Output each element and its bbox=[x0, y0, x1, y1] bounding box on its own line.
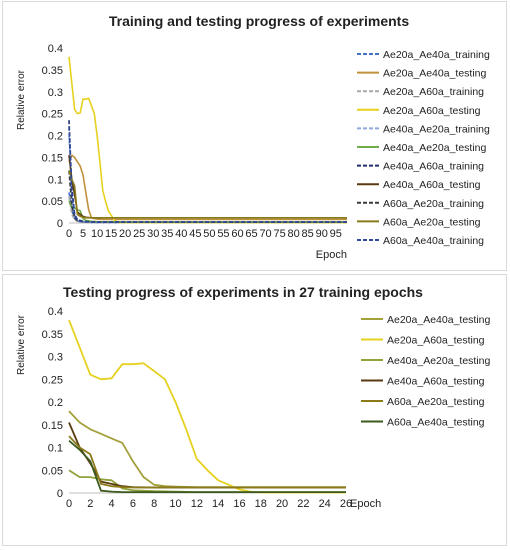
x-tick-label: 95 bbox=[330, 228, 342, 240]
x-tick-label: 90 bbox=[316, 228, 328, 240]
y-tick-label: 0.3 bbox=[48, 352, 63, 364]
x-tick-label: 18 bbox=[255, 498, 267, 510]
x-axis-label: Epoch bbox=[350, 498, 381, 510]
legend-label: Ae40a_A60a_training bbox=[383, 161, 484, 173]
x-tick-label: 24 bbox=[319, 498, 331, 510]
legend-label: A60a_Ae40a_testing bbox=[387, 417, 485, 429]
x-tick-label: 70 bbox=[259, 228, 271, 240]
y-tick-label: 0.25 bbox=[42, 109, 63, 121]
y-tick-label: 0.35 bbox=[42, 65, 63, 77]
y-tick-label: 0.25 bbox=[42, 374, 63, 386]
y-tick-label: 0.2 bbox=[48, 397, 63, 409]
chart-title: Training and testing progress of experim… bbox=[109, 13, 409, 29]
series-line-ae40a-a60a-training bbox=[68, 120, 347, 223]
y-tick-label: 0.1 bbox=[48, 443, 63, 455]
legend-label: Ae40a_Ae20a_training bbox=[383, 123, 490, 135]
y-tick-label: 0.05 bbox=[42, 465, 63, 477]
series-line-ae40a-ae20a-training bbox=[68, 135, 347, 223]
legend-label: Ae20a_Ae40a_testing bbox=[387, 314, 490, 326]
y-tick-label: 0.4 bbox=[48, 306, 63, 318]
x-tick-label: 5 bbox=[80, 228, 86, 240]
x-tick-label: 45 bbox=[189, 228, 201, 240]
legend-label: A60a_Ae20a_training bbox=[383, 198, 484, 210]
x-tick-label: 26 bbox=[340, 498, 352, 510]
x-tick-label: 8 bbox=[151, 498, 157, 510]
x-tick-label: 20 bbox=[276, 498, 288, 510]
x-tick-label: 15 bbox=[105, 228, 117, 240]
x-tick-label: 35 bbox=[161, 228, 173, 240]
series-line-ae20a-ae40a-testing bbox=[68, 410, 346, 489]
x-tick-label: 50 bbox=[203, 228, 215, 240]
legend-label: A60a_Ae40a_training bbox=[383, 235, 484, 247]
legend-label: Ae20a_Ae40a_training bbox=[383, 49, 490, 61]
x-tick-label: 0 bbox=[66, 498, 72, 510]
series-line-a60a-ae20a-testing bbox=[68, 170, 347, 219]
x-tick-label: 2 bbox=[87, 498, 93, 510]
y-axis-label: Relative error bbox=[16, 69, 27, 130]
series-line-a60a-ae40a-testing bbox=[68, 440, 346, 494]
legend-label: Ae20a_A60a_testing bbox=[383, 105, 481, 117]
x-tick-label: 6 bbox=[130, 498, 136, 510]
x-tick-label: 25 bbox=[133, 228, 145, 240]
legend-label: Ae20a_A60a_testing bbox=[387, 335, 485, 347]
y-tick-label: 0 bbox=[57, 218, 63, 230]
y-tick-label: 0.4 bbox=[48, 43, 63, 55]
y-tick-label: 0.1 bbox=[48, 174, 63, 186]
legend-label: A60a_Ae20a_testing bbox=[387, 396, 485, 408]
series-line-a60a-ae40a-training bbox=[68, 126, 347, 223]
legend-label: Ae40a_A60a_testing bbox=[383, 179, 481, 191]
legend-label: Ae40a_Ae20a_testing bbox=[387, 355, 490, 367]
legend-label: Ae20a_Ae40a_testing bbox=[383, 68, 486, 80]
series-line-ae20a-a60a-testing bbox=[68, 319, 346, 494]
series-line-ae40a-a60a-testing bbox=[68, 155, 347, 219]
y-tick-label: 0.15 bbox=[42, 420, 63, 432]
x-tick-label: 10 bbox=[169, 498, 181, 510]
x-tick-label: 60 bbox=[231, 228, 243, 240]
legend-label: A60a_Ae20a_testing bbox=[383, 216, 481, 228]
x-tick-label: 30 bbox=[147, 228, 159, 240]
x-tick-label: 14 bbox=[212, 498, 224, 510]
y-tick-label: 0.3 bbox=[48, 87, 63, 99]
bottom-line-chart: Testing progress of experiments in 27 tr… bbox=[16, 284, 490, 510]
y-tick-label: 0.35 bbox=[42, 329, 63, 341]
top-chart-panel: Training and testing progress of experim… bbox=[2, 1, 507, 271]
x-tick-label: 40 bbox=[175, 228, 187, 240]
x-tick-label: 4 bbox=[109, 498, 115, 510]
legend-label: Ae40a_Ae20a_testing bbox=[383, 142, 486, 154]
series-line-ae20a-a60a-testing bbox=[68, 56, 347, 224]
bottom-chart-panel: Testing progress of experiments in 27 tr… bbox=[2, 274, 507, 546]
x-tick-label: 80 bbox=[288, 228, 300, 240]
legend-label: Ae40a_A60a_testing bbox=[387, 376, 485, 388]
x-tick-label: 65 bbox=[245, 228, 257, 240]
top-line-chart: Training and testing progress of experim… bbox=[16, 13, 490, 261]
y-tick-label: 0 bbox=[57, 488, 63, 500]
x-tick-label: 16 bbox=[233, 498, 245, 510]
y-tick-label: 0.05 bbox=[42, 196, 63, 208]
x-axis-label: Epoch bbox=[316, 249, 347, 261]
series-line-ae20a-ae40a-testing bbox=[68, 154, 347, 221]
y-axis-label: Relative error bbox=[16, 314, 27, 375]
x-tick-label: 12 bbox=[191, 498, 203, 510]
x-tick-label: 20 bbox=[119, 228, 131, 240]
series-line-ae40a-ae20a-testing bbox=[68, 469, 346, 494]
x-tick-label: 0 bbox=[66, 228, 72, 240]
chart-title: Testing progress of experiments in 27 tr… bbox=[63, 284, 423, 300]
series-line-ae40a-a60a-testing bbox=[68, 422, 346, 489]
series-line-a60a-ae20a-training bbox=[68, 170, 347, 223]
legend-label: Ae20a_A60a_training bbox=[383, 86, 484, 98]
x-tick-label: 10 bbox=[91, 228, 103, 240]
x-tick-label: 22 bbox=[297, 498, 309, 510]
y-tick-label: 0.2 bbox=[48, 131, 63, 143]
x-tick-label: 75 bbox=[273, 228, 285, 240]
x-tick-label: 55 bbox=[217, 228, 229, 240]
x-tick-label: 85 bbox=[302, 228, 314, 240]
y-tick-label: 0.15 bbox=[42, 152, 63, 164]
series-line-a60a-ae20a-testing bbox=[68, 435, 346, 489]
